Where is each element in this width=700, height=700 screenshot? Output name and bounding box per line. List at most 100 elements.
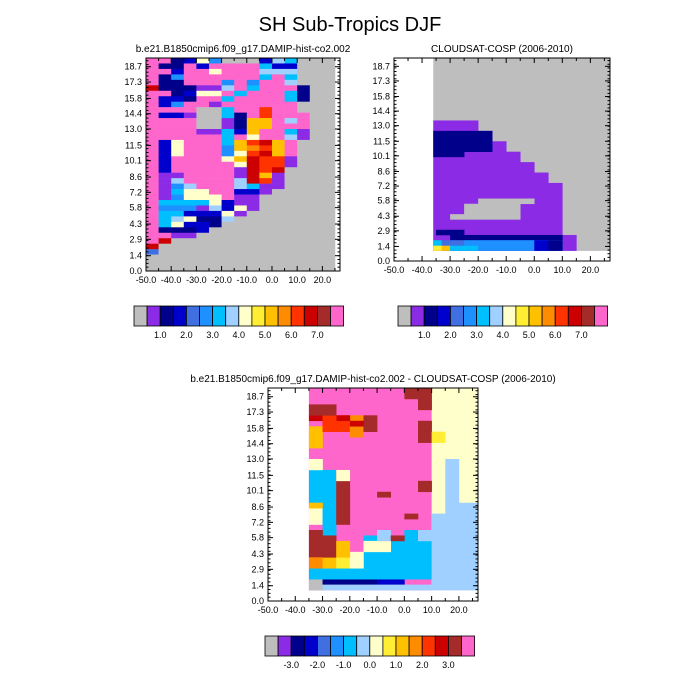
heatmap-cell — [196, 134, 210, 141]
heatmap-cell — [246, 161, 260, 168]
heatmap-cell — [221, 227, 235, 234]
x-tick-label: -30.0 — [440, 265, 461, 275]
heatmap-cell — [271, 254, 285, 261]
colorbar-box — [594, 305, 609, 327]
colorbar-box — [382, 635, 397, 657]
heatmap-cell — [309, 243, 323, 250]
heatmap-cell — [158, 58, 172, 64]
heatmap-cell — [271, 210, 285, 217]
heatmap-cell — [221, 79, 235, 86]
heatmap-cell — [158, 194, 172, 201]
y-tick-label: 8.6 — [377, 166, 390, 176]
heatmap-cell — [322, 145, 336, 152]
heatmap-cell — [171, 134, 185, 141]
heatmap-cell — [259, 90, 273, 97]
heatmap-cell — [259, 156, 273, 163]
heatmap-cell — [208, 194, 222, 201]
heatmap-cell — [284, 178, 298, 184]
heatmap-cell — [183, 134, 197, 141]
heatmap-cell — [183, 216, 197, 223]
x-tick-label: -50.0 — [136, 275, 157, 285]
x-tick-label: 10.0 — [288, 275, 306, 285]
heatmap-cell — [322, 63, 336, 70]
heatmap-cell — [309, 63, 323, 70]
heatmap-cell — [284, 68, 298, 75]
heatmap-cell — [349, 584, 432, 591]
heatmap-cell — [171, 183, 185, 190]
heatmap-cell — [404, 513, 419, 520]
heatmap-cell — [171, 227, 185, 234]
heatmap-cell — [284, 123, 298, 130]
heatmap-cell — [234, 221, 248, 228]
heatmap-cell — [284, 189, 298, 195]
heatmap-cell — [309, 254, 323, 261]
heatmap-cell — [259, 172, 273, 179]
heatmap-cell — [271, 139, 285, 146]
heatmap-cell — [208, 243, 222, 250]
heatmap-cell — [271, 96, 285, 102]
heatmap-cell — [208, 156, 222, 163]
heatmap-cell — [234, 85, 248, 92]
heatmap-cell — [171, 210, 185, 217]
heatmap-cell — [322, 68, 336, 75]
heatmap-cell — [308, 404, 337, 416]
heatmap-cell — [259, 134, 273, 141]
heatmap-cell — [284, 232, 298, 239]
heatmap-cell — [297, 156, 311, 163]
heatmap-cell — [309, 238, 323, 244]
heatmap-cell — [246, 221, 260, 228]
heatmap-cell — [208, 227, 222, 234]
heatmap-cell — [271, 205, 285, 212]
heatmap-cell — [234, 129, 248, 135]
heatmap-cell — [259, 58, 273, 64]
heatmap-cell — [158, 205, 172, 212]
heatmap-cell — [309, 260, 323, 266]
heatmap-cell — [146, 90, 159, 97]
heatmap-cell — [271, 194, 285, 201]
heatmap-cell — [183, 68, 197, 75]
heatmap-cell — [234, 123, 248, 130]
heatmap-cell — [196, 221, 210, 228]
heatmap-cell — [196, 210, 210, 217]
heatmap-cell — [322, 129, 336, 135]
heatmap-cell — [246, 216, 260, 223]
heatmap-cell — [234, 107, 248, 113]
heatmap-cell — [158, 101, 172, 108]
heatmap-cell — [271, 107, 285, 113]
heatmap-cell — [297, 200, 311, 206]
heatmap-cell — [183, 150, 197, 157]
heatmap-cell — [246, 183, 260, 190]
heatmap-cell — [234, 172, 248, 179]
heatmap-cell — [297, 58, 311, 64]
heatmap-cell — [234, 265, 248, 272]
colorbar-box — [502, 305, 517, 327]
heatmap-cell — [234, 145, 248, 152]
heatmap-cell — [221, 139, 235, 146]
heatmap-cell — [146, 210, 159, 217]
heatmap-cell — [183, 254, 197, 261]
y-tick-label: 5.8 — [251, 533, 264, 543]
heatmap-cell — [208, 221, 222, 228]
heatmap-cell — [196, 260, 210, 266]
colorbar-box — [199, 305, 214, 327]
heatmap-cell — [196, 161, 210, 168]
heatmap-cell — [297, 227, 311, 234]
heatmap-cell — [158, 265, 172, 272]
heatmap-cell — [297, 150, 311, 157]
heatmap-cell — [234, 112, 248, 119]
y-tick-label: 8.6 — [251, 502, 264, 512]
heatmap-cell — [183, 85, 197, 92]
x-tick-label: -40.0 — [285, 605, 306, 615]
heatmap-cell — [445, 459, 460, 498]
heatmap-cell — [158, 145, 172, 152]
heatmap-cell — [309, 178, 323, 184]
y-tick-label: 11.5 — [125, 140, 142, 150]
heatmap-cell — [171, 254, 185, 261]
heatmap-cell — [284, 134, 298, 141]
heatmap-cell — [271, 79, 285, 86]
heatmap-cell — [196, 265, 210, 272]
heatmap-cell — [336, 469, 351, 482]
heatmap-cell — [259, 178, 273, 184]
heatmap-cell — [146, 156, 159, 163]
heatmap-cell — [309, 216, 323, 223]
